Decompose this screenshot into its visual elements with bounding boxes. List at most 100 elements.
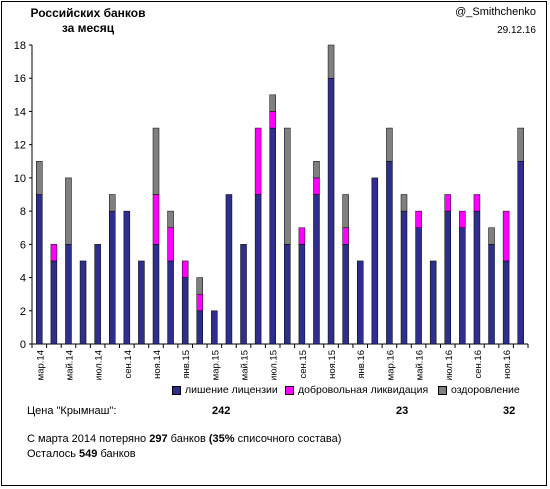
- bar-revoked: [240, 244, 247, 345]
- y-tick-label: 2: [20, 306, 26, 318]
- bar-voluntary: [196, 293, 204, 312]
- legend-swatch-revoked: [172, 385, 181, 395]
- legend-label-rehab: оздоровление: [451, 384, 520, 396]
- bar-revoked: [196, 310, 204, 345]
- bar-revoked: [400, 210, 408, 345]
- bar-revoked: [298, 244, 306, 345]
- legend-swatch-rehab: [438, 385, 447, 395]
- bar-rehab: [342, 194, 349, 228]
- bar-revoked: [502, 260, 510, 345]
- x-tick-label: май.15: [240, 350, 251, 380]
- bar-revoked: [181, 277, 189, 345]
- summary-lost-mid: банков: [170, 433, 206, 445]
- legend: лишение лицензии добровольная ликвидация…: [0, 384, 550, 398]
- legend-item-revoked: лишение лицензии: [172, 384, 278, 396]
- bar-revoked: [167, 260, 174, 345]
- summary-lost-percent: (35%: [208, 433, 235, 445]
- legend-swatch-voluntary: [285, 385, 294, 395]
- bar-rehab: [152, 127, 160, 195]
- bar-revoked: [342, 244, 349, 345]
- x-tick-label: мар.15: [210, 350, 221, 380]
- price-label: Цена "Крымнаш":: [27, 405, 117, 417]
- bar-voluntary: [50, 244, 58, 262]
- chart-date: 29.12.16: [497, 25, 536, 36]
- bar-revoked: [284, 244, 291, 345]
- bar-voluntary: [254, 127, 262, 195]
- summary-line-1: С марта 2014 потеряно 297 банков (35% сп…: [27, 433, 341, 445]
- bar-revoked: [50, 260, 58, 345]
- bar-voluntary: [473, 194, 481, 212]
- x-tick-label: сен.15: [298, 350, 309, 379]
- bar-rehab: [400, 194, 408, 212]
- bar-chart: 0 2 4 6 8 10 12 14 16 18 мар.14 май.14 июл.14 сен.14 н…: [14, 40, 529, 380]
- bar-voluntary: [459, 210, 466, 228]
- author-handle: @_Smithchenko: [455, 6, 536, 18]
- bar-rehab: [313, 161, 320, 179]
- bar-revoked: [386, 161, 393, 345]
- y-tick-label: 18: [14, 40, 26, 52]
- y-tick-label: 6: [20, 239, 26, 251]
- bar-revoked: [36, 194, 43, 345]
- bar-rehab: [327, 44, 335, 79]
- bar-revoked: [371, 177, 379, 345]
- bar-revoked: [211, 310, 218, 345]
- bar-revoked: [444, 210, 452, 345]
- bar-voluntary: [342, 227, 349, 245]
- bar-revoked: [313, 194, 320, 345]
- legend-item-rehab: оздоровление: [438, 384, 520, 396]
- legend-item-voluntary: добровольная ликвидация: [285, 384, 428, 396]
- bar-revoked: [327, 77, 335, 345]
- legend-label-voluntary: добровольная ликвидация: [298, 384, 429, 396]
- legend-label-revoked: лишение лицензии: [185, 384, 278, 396]
- price-voluntary: 23: [396, 405, 409, 417]
- x-tick-label: сен.14: [123, 350, 134, 379]
- bar-revoked: [459, 227, 466, 345]
- bar-rehab: [284, 127, 291, 245]
- summary-left-suffix: банков: [100, 448, 136, 460]
- x-tick-label: июл.15: [269, 350, 280, 380]
- x-tick-label: мар.16: [385, 350, 396, 380]
- x-tick-label: ноя.16: [502, 350, 513, 379]
- bar-rehab: [386, 127, 393, 162]
- bar-rehab: [108, 194, 116, 212]
- y-tick-label: 12: [14, 140, 26, 152]
- bar-rehab: [269, 94, 276, 112]
- bar-voluntary: [269, 111, 276, 129]
- summary-left-count: 549: [79, 448, 98, 460]
- bar-rehab: [517, 127, 524, 162]
- chart-title: Российских банков за месяц: [30, 6, 146, 35]
- y-tick-label: 4: [20, 273, 26, 285]
- bar-revoked: [138, 260, 145, 345]
- bar-revoked: [517, 161, 524, 345]
- bar-revoked: [79, 260, 87, 345]
- x-tick-label: ноя.14: [152, 350, 163, 379]
- bar-revoked: [429, 260, 437, 345]
- summary-lost-count: 297: [149, 433, 168, 445]
- x-tick-label: май.14: [64, 350, 75, 380]
- x-tick-label: мар.14: [35, 350, 46, 380]
- summary-lost-suffix: списочного состава): [237, 433, 342, 445]
- x-tick-label: июл.14: [94, 350, 105, 380]
- price-revoked: 242: [212, 405, 231, 417]
- summary-left-prefix: Осталось: [27, 448, 76, 460]
- bar-rehab: [36, 161, 43, 195]
- bar-revoked: [108, 210, 116, 345]
- bar-revoked: [415, 227, 422, 345]
- bar-voluntary: [181, 260, 189, 278]
- bar-voluntary: [167, 227, 174, 262]
- x-tick-label: сен.16: [473, 350, 484, 379]
- bar-voluntary: [444, 194, 452, 212]
- bar-voluntary: [298, 227, 306, 245]
- x-tick-label: янв.15: [181, 350, 192, 379]
- x-tick-label: ноя.15: [327, 350, 338, 379]
- bar-rehab: [488, 227, 495, 245]
- y-tick-label: 10: [14, 173, 26, 185]
- bar-revoked: [152, 244, 160, 345]
- bar-voluntary: [152, 194, 160, 245]
- bar-rehab: [167, 210, 174, 228]
- bar-rehab: [65, 177, 72, 245]
- y-tick-label: 0: [20, 339, 26, 351]
- bar-revoked: [254, 194, 262, 345]
- bar-voluntary: [313, 177, 320, 195]
- summary-lost-prefix: С марта 2014 потеряно: [27, 433, 147, 445]
